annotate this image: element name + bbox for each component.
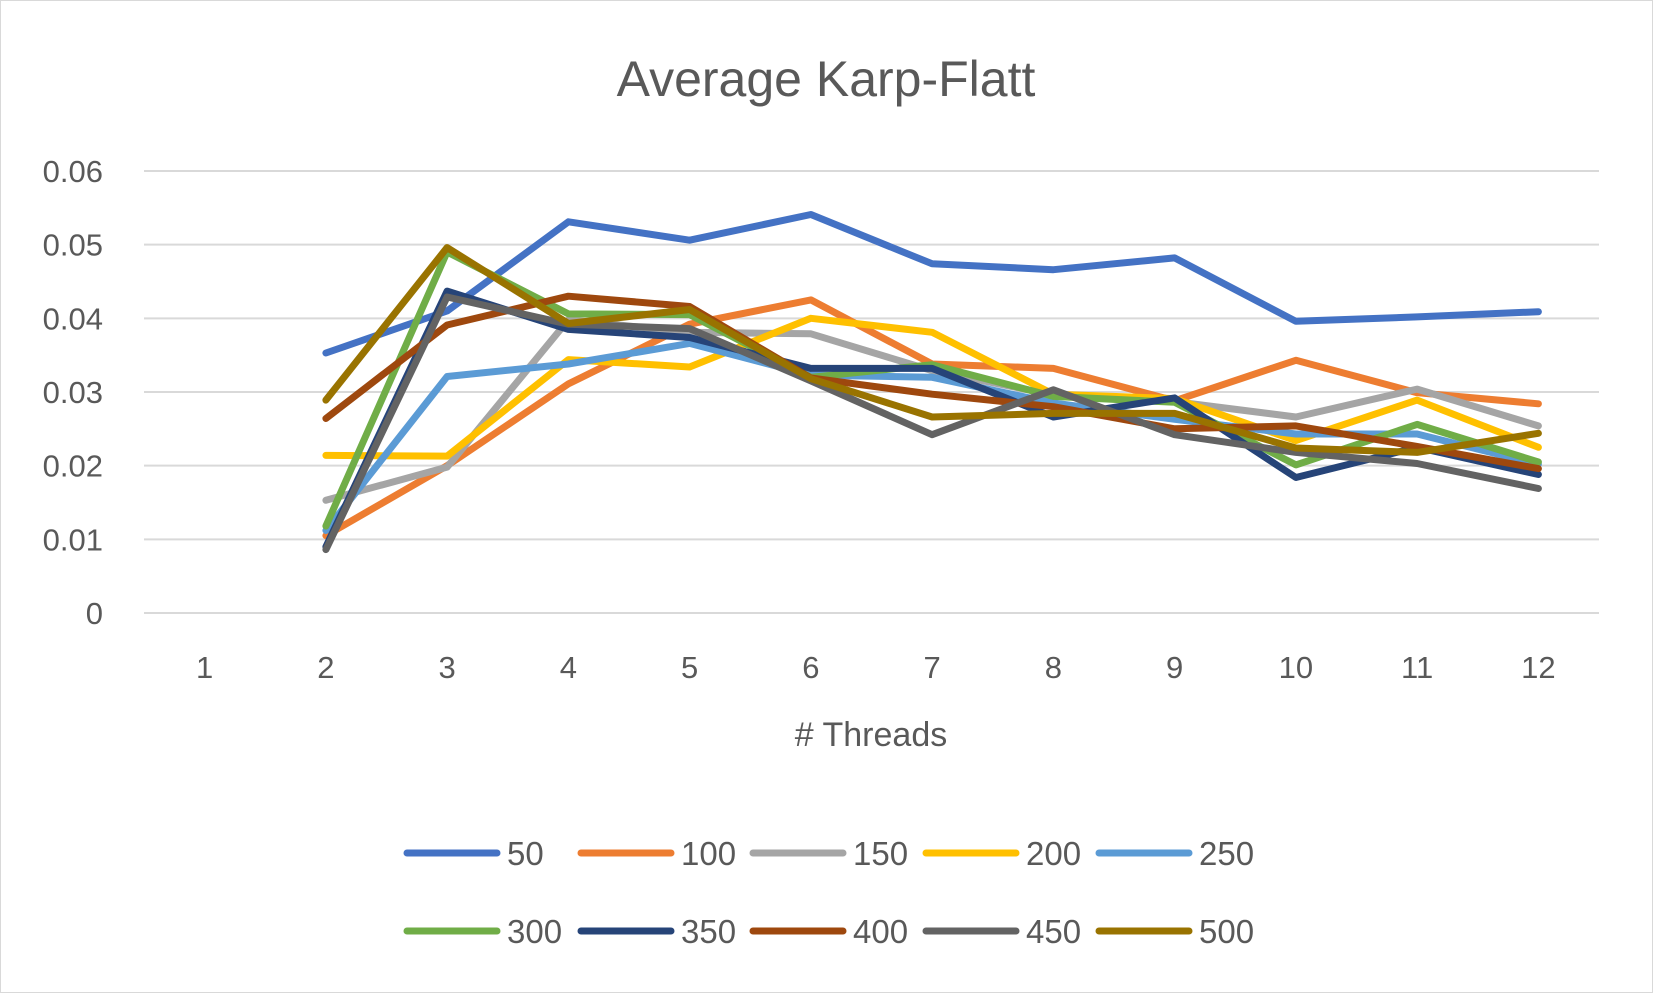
x-tick-label: 1	[196, 650, 213, 685]
x-tick-label: 5	[681, 650, 698, 685]
legend-item-300: 300	[403, 913, 562, 950]
y-tick-label: 0.04	[43, 301, 103, 336]
y-tick-label: 0.01	[43, 522, 103, 557]
x-tick-label: 10	[1279, 650, 1313, 685]
y-tick-label: 0.02	[43, 449, 103, 484]
legend-item-350: 350	[577, 913, 736, 950]
legend-label: 250	[1199, 835, 1254, 872]
y-tick-label: 0.03	[43, 375, 103, 410]
y-tick-label: 0.05	[43, 228, 103, 263]
legend-item-400: 400	[749, 913, 908, 950]
legend-item-200: 200	[922, 835, 1081, 872]
legend-item-500: 500	[1095, 913, 1254, 950]
x-axis-label: # Threads	[795, 716, 947, 754]
x-tick-label: 8	[1045, 650, 1062, 685]
legend-label: 500	[1199, 913, 1254, 950]
y-axis-ticks: 0 0.01 0.02 0.03 0.04 0.05 0.06	[43, 154, 103, 631]
legend-item-50: 50	[403, 835, 544, 872]
legend-item-250: 250	[1095, 835, 1254, 872]
legend-label: 150	[853, 835, 908, 872]
legend-item-150: 150	[749, 835, 908, 872]
x-tick-label: 4	[560, 650, 577, 685]
series-line-500	[322, 244, 1542, 456]
y-tick-label: 0.06	[43, 154, 103, 189]
series-line-450	[322, 293, 1542, 554]
x-tick-label: 3	[439, 650, 456, 685]
series-line-50	[322, 211, 1542, 357]
x-tick-label: 6	[802, 650, 819, 685]
series-lines	[322, 211, 1542, 554]
x-tick-label: 12	[1521, 650, 1555, 685]
chart-title: Average Karp-Flatt	[617, 51, 1036, 107]
legend-label: 300	[507, 913, 562, 950]
x-tick-label: 9	[1166, 650, 1183, 685]
x-tick-label: 11	[1401, 650, 1433, 685]
legend-label: 200	[1026, 835, 1081, 872]
series-line-200	[322, 314, 1542, 460]
legend-label: 350	[681, 913, 736, 950]
y-tick-label: 0	[86, 596, 103, 631]
legend-label: 400	[853, 913, 908, 950]
legend: 50 100 150 200 250 300 350 400 450 500	[403, 835, 1254, 950]
legend-item-450: 450	[922, 913, 1081, 950]
x-axis-ticks: 1 2 3 4 5 6 7 8 9 10 11 12	[196, 650, 1556, 685]
legend-item-100: 100	[577, 835, 736, 872]
x-tick-label: 7	[924, 650, 941, 685]
x-tick-label: 2	[317, 650, 334, 685]
series-line-400	[322, 292, 1542, 473]
legend-label: 450	[1026, 913, 1081, 950]
legend-label: 50	[507, 835, 544, 872]
legend-label: 100	[681, 835, 736, 872]
